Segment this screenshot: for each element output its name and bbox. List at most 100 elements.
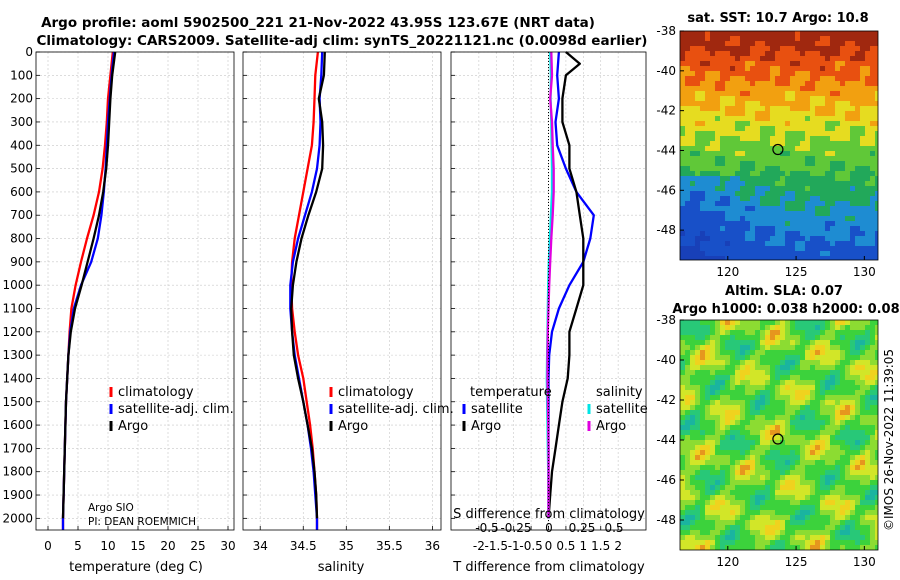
map-cell [725,176,730,181]
map-cell [870,101,875,106]
map-cell [795,515,800,520]
map-cell [845,256,850,260]
map-cell [805,460,810,465]
map-cell [790,56,795,61]
map-cell [710,81,715,86]
map-cell [705,390,710,395]
map-cell [735,251,740,256]
map-cell [860,41,865,46]
map-cell [745,400,750,405]
legend-title-temperature: temperature [470,385,552,400]
map-cell [715,450,720,455]
map-cell [850,525,855,530]
map-cell [800,455,805,460]
map-cell [865,360,870,365]
map-cell [820,490,825,495]
map-cell [800,181,805,186]
map-cell [720,206,725,211]
legend-label: satellite-adj. clim. [338,402,454,417]
map-cell [750,540,755,545]
map-cell [755,415,760,420]
map-cell [755,375,760,380]
map-cell [710,335,715,340]
map-cell [815,450,820,455]
map-cell [725,201,730,206]
map-cell [705,131,710,136]
map-cell [835,76,840,81]
map-cell [765,196,770,201]
map-cell [790,41,795,46]
map-cell [820,540,825,545]
map-cell [830,86,835,91]
map-cell [790,395,795,400]
map-cell [740,495,745,500]
map-cell [860,246,865,251]
map-cell [855,236,860,241]
map-cell [710,350,715,355]
map-cell [685,535,690,540]
map-cell [800,196,805,201]
map-cell [735,181,740,186]
map-cell [715,136,720,141]
map-cell [825,510,830,515]
map-cell [680,71,685,76]
map-cell [775,540,780,545]
map-cell [775,375,780,380]
map-cell [750,495,755,500]
map-cell [795,430,800,435]
map-cell [875,325,878,330]
map-cell [770,430,775,435]
map-cell [720,171,725,176]
map-cell [800,510,805,515]
map-cell [850,325,855,330]
map-cell [725,510,730,515]
map-cell [765,525,770,530]
map-cell [810,320,815,325]
salinity-diff-tick-label: 0.5 [604,521,623,535]
map-cell [690,206,695,211]
map-cell [865,56,870,61]
map-cell [850,61,855,66]
sla-map-title-2: Argo h1000: 0.038 h2000: 0.08 [672,302,899,317]
map-cell [690,430,695,435]
map-cell [690,221,695,226]
map-cell [755,111,760,116]
map-cell [790,445,795,450]
map-cell [790,375,795,380]
map-cell [765,161,770,166]
map-cell [800,106,805,111]
map-cell [840,111,845,116]
map-cell [845,440,850,445]
map-cell [715,475,720,480]
map-cell [800,91,805,96]
map-cell [765,410,770,415]
map-cell [680,41,685,46]
map-cell [810,465,815,470]
map-cell [710,86,715,91]
map-cell [820,146,825,151]
map-cell [745,435,750,440]
map-cell [860,66,865,71]
map-cell [760,76,765,81]
map-cell [755,121,760,126]
map-cell [715,420,720,425]
map-cell [845,365,850,370]
map-cell [800,216,805,221]
map-cell [815,181,820,186]
y-tick-label: -44 [656,433,676,447]
map-cell [700,450,705,455]
map-cell [730,226,735,231]
map-cell [820,470,825,475]
map-cell [865,61,870,66]
map-cell [700,196,705,201]
map-cell [835,540,840,545]
map-cell [870,71,875,76]
salinity-diff-tick-label: -0.5 [475,521,498,535]
map-cell [750,256,755,260]
map-cell [795,545,800,550]
map-cell [780,380,785,385]
map-cell [845,121,850,126]
map-cell [710,370,715,375]
map-cell [710,226,715,231]
map-cell [790,201,795,206]
